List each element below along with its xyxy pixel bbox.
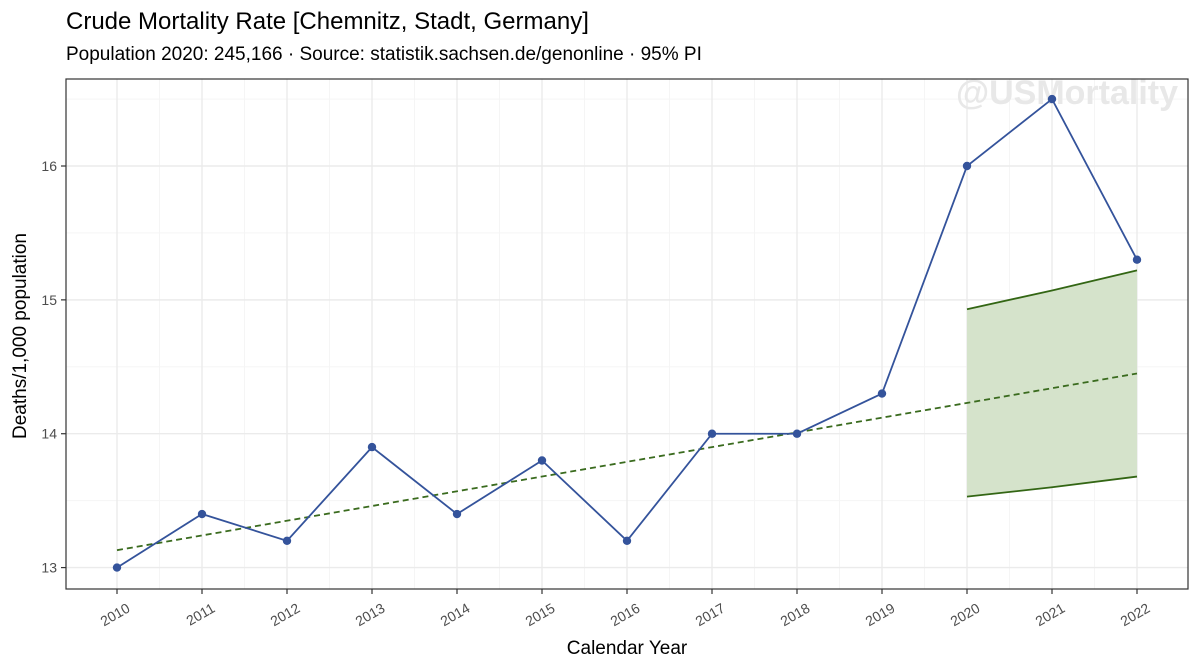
- x-tick-label: 2010: [98, 600, 133, 630]
- x-tick-label: 2020: [948, 600, 983, 630]
- x-tick-label: 2015: [523, 600, 558, 630]
- x-tick-label: 2019: [863, 600, 898, 630]
- data-point: [452, 509, 462, 519]
- data-point: [112, 563, 122, 572]
- y-tick-label: 15: [41, 292, 57, 308]
- x-tick-label: 2011: [183, 600, 217, 629]
- data-point: [962, 161, 972, 171]
- x-tick-label: 2014: [438, 600, 473, 630]
- y-axis: 13 14 15 16: [41, 158, 66, 576]
- data-point: [537, 456, 547, 465]
- x-tick-label: 2017: [693, 600, 728, 630]
- upper-bound-line: [966, 269, 1138, 311]
- trend-line-group: [116, 372, 1138, 552]
- data-point: [707, 429, 717, 438]
- trend-line: [116, 372, 1138, 552]
- x-tick-label: 2013: [353, 600, 388, 630]
- x-axis-title: Calendar Year: [567, 638, 688, 659]
- lower-bound-line: [966, 475, 1138, 498]
- watermark: @USMortality: [956, 74, 1178, 112]
- major-grid: [66, 79, 1188, 589]
- series-group: [112, 94, 1142, 572]
- data-point: [622, 536, 632, 546]
- data-point: [282, 536, 292, 546]
- data-point: [1047, 94, 1057, 104]
- chart-title: Crude Mortality Rate [Chemnitz, Stadt, G…: [66, 8, 589, 35]
- y-tick-label: 13: [41, 560, 57, 576]
- data-point: [367, 442, 377, 452]
- chart-subtitle: Population 2020: 245,166 · Source: stati…: [66, 44, 702, 65]
- x-tick-label: 2018: [778, 600, 813, 630]
- data-point: [877, 389, 887, 398]
- prediction-interval-fill: [967, 270, 1137, 497]
- x-tick-label: 2022: [1118, 600, 1153, 630]
- y-tick-label: 14: [41, 426, 57, 442]
- data-point: [197, 509, 207, 519]
- x-axis: 2010 2011 2012 2013 2014 2015 2016 2017 2018 2019…: [98, 589, 1153, 629]
- y-axis-title: Deaths/1,000 population: [10, 233, 31, 439]
- data-point: [792, 429, 802, 438]
- y-tick-label: 16: [41, 158, 57, 174]
- data-point: [1132, 255, 1142, 264]
- x-tick-label: 2012: [268, 600, 303, 630]
- prediction-interval-band: [966, 269, 1138, 498]
- x-tick-label: 2016: [608, 600, 643, 630]
- x-tick-label: 2021: [1033, 600, 1068, 630]
